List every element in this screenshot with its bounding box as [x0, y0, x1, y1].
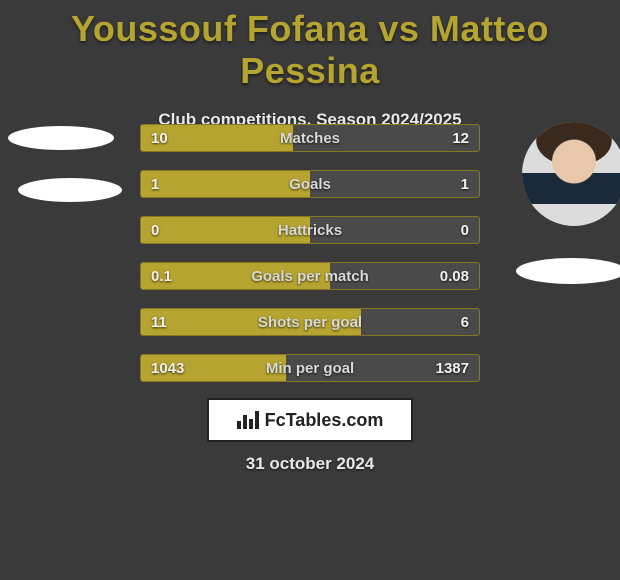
bar-value-right: 1387 [436, 355, 469, 381]
bars-icon [237, 411, 259, 429]
decor-oval [8, 126, 114, 150]
avatar-right [522, 122, 620, 226]
comparison-bars: Matches1012 Goals11 Hattricks00 Goals per m… [140, 124, 480, 400]
badge-text: FcTables.com [265, 410, 384, 431]
bar-fill-left [141, 171, 310, 197]
bar-value-right: 1 [461, 171, 469, 197]
bar-row: Matches1012 [140, 124, 480, 152]
bar-row: Min per goal10431387 [140, 354, 480, 382]
bar-fill-left [141, 309, 361, 335]
fctables-badge[interactable]: FcTables.com [207, 398, 413, 442]
bar-row: Hattricks00 [140, 216, 480, 244]
page-title: Youssouf Fofana vs Matteo Pessina [0, 0, 620, 92]
bar-value-right: 6 [461, 309, 469, 335]
bar-fill-left [141, 263, 330, 289]
decor-oval [516, 258, 620, 284]
bar-fill-left [141, 355, 286, 381]
bar-row: Goals11 [140, 170, 480, 198]
bar-fill-left [141, 217, 310, 243]
bar-row: Shots per goal116 [140, 308, 480, 336]
bar-value-right: 12 [452, 125, 469, 151]
bar-fill-left [141, 125, 293, 151]
bar-value-right: 0 [461, 217, 469, 243]
date-text: 31 october 2024 [0, 454, 620, 474]
decor-oval [18, 178, 122, 202]
bar-value-right: 0.08 [440, 263, 469, 289]
bar-row: Goals per match0.10.08 [140, 262, 480, 290]
